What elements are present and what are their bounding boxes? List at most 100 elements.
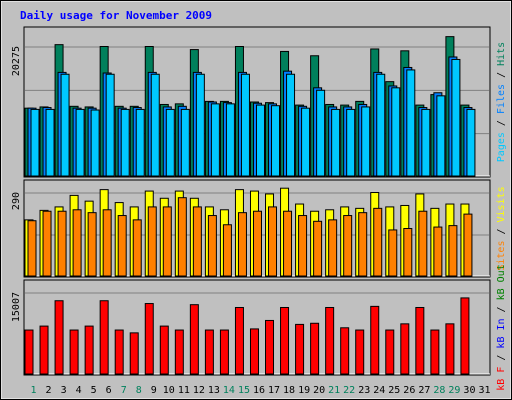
bar-kb-f: [325, 306, 335, 375]
day-label: 23: [358, 385, 370, 396]
day-label: 8: [136, 385, 142, 396]
bar-kb-f: [129, 332, 139, 375]
day-label: 12: [193, 385, 205, 396]
day-label: 13: [208, 385, 220, 396]
day-label: 14: [223, 385, 235, 396]
day-label: 1: [31, 385, 37, 396]
bar-sites: [117, 215, 127, 277]
day-label: 20: [313, 385, 325, 396]
bar-kb-f: [415, 306, 425, 375]
bar-sites: [147, 206, 157, 277]
bar-kb-f: [280, 306, 290, 375]
axis-legend-part: Sites: [496, 241, 507, 271]
bar-kb-f: [370, 305, 380, 375]
axis-max-label: 15007: [11, 292, 22, 322]
bar-sites: [343, 215, 353, 277]
day-label: 24: [373, 385, 385, 396]
bar-kb-f: [310, 322, 320, 375]
axis-legend-part: kB In: [496, 318, 507, 348]
axis-legend-part: Files: [496, 84, 507, 114]
bar-kb-f: [84, 325, 94, 375]
bar-kb-f: [430, 329, 440, 375]
bar-sites: [27, 220, 37, 277]
chart-title: Daily usage for November 2009: [20, 9, 212, 22]
bar-sites: [237, 212, 247, 277]
bar-kb-f: [24, 329, 34, 375]
day-label: 27: [418, 385, 430, 396]
bar-kb-f: [159, 325, 169, 375]
bar-pages: [271, 105, 281, 177]
bar-pages: [210, 103, 220, 177]
bar-kb-f: [249, 328, 259, 375]
bar-pages: [135, 108, 145, 177]
axis-max-label: 290: [11, 192, 22, 210]
bar-pages: [105, 73, 115, 177]
axis-legend-part: Pages: [496, 132, 507, 162]
bar-kb-f: [69, 329, 79, 375]
bar-pages: [406, 69, 416, 177]
day-label: 21: [328, 385, 340, 396]
bar-kb-f: [445, 323, 455, 375]
bar-pages: [301, 107, 311, 177]
bar-pages: [195, 73, 205, 177]
bar-pages: [90, 109, 100, 177]
day-label: 22: [343, 385, 355, 396]
bar-pages: [75, 108, 85, 177]
axis-legend-label: Sites / Visits: [496, 186, 507, 270]
day-label: 25: [388, 385, 400, 396]
bar-sites: [162, 206, 172, 277]
axis-legend-part: /: [496, 300, 507, 318]
bar-sites: [222, 224, 232, 277]
day-label: 16: [253, 385, 265, 396]
axis-legend-label: kB F / kB In / kB Out: [496, 264, 507, 390]
bar-pages: [316, 89, 326, 177]
axis-legend-part: /: [496, 349, 507, 367]
bar-pages: [361, 106, 371, 177]
day-label: 2: [46, 385, 52, 396]
panel-kbytes: 15007 kB F / kB In / kB Out: [11, 264, 507, 390]
axis-legend-part: Hits: [496, 42, 507, 66]
bar-sites: [313, 220, 323, 277]
day-label: 18: [283, 385, 295, 396]
bar-pages: [346, 108, 356, 177]
bar-kb-f: [189, 304, 199, 375]
bar-pages: [30, 108, 40, 177]
bar-pages: [391, 87, 401, 177]
bar-kb-f: [355, 329, 365, 375]
bar-kb-f: [99, 300, 109, 375]
bar-sites: [298, 215, 308, 277]
bar-sites: [433, 226, 443, 277]
bar-kb-f: [204, 329, 214, 375]
bar-pages: [421, 108, 431, 177]
panel-hits-files-pages: 20275 Pages / Files / Hits: [11, 26, 507, 178]
bar-pages: [120, 108, 130, 177]
bar-pages: [436, 95, 446, 177]
bar-kb-f: [174, 329, 184, 375]
bar-pages: [45, 108, 55, 177]
bar-kb-f: [54, 300, 64, 375]
bar-sites: [418, 210, 428, 277]
day-label: 9: [151, 385, 157, 396]
bar-sites: [252, 210, 262, 277]
axis-legend-part: kB F: [496, 367, 507, 391]
bar-kb-f: [39, 325, 49, 375]
bar-kb-f: [114, 329, 124, 375]
bar-pages: [150, 73, 160, 177]
day-label: 6: [106, 385, 112, 396]
day-label: 4: [76, 385, 82, 396]
bar-kb-f: [234, 306, 244, 375]
axis-legend-part: /: [496, 66, 507, 84]
bar-kb-f: [340, 327, 350, 375]
bar-sites: [207, 215, 217, 277]
bar-pages: [331, 108, 341, 177]
axis-max-label: 20275: [11, 46, 22, 76]
bar-pages: [165, 108, 175, 177]
bar-pages: [180, 108, 190, 177]
bar-pages: [376, 73, 386, 177]
day-label: 7: [121, 385, 127, 396]
axis-legend-part: /: [496, 222, 507, 240]
bar-pages: [286, 73, 296, 177]
bar-kb-f: [144, 303, 154, 375]
axis-legend-label: Pages / Files / Hits: [496, 42, 507, 162]
bar-pages: [60, 73, 70, 177]
